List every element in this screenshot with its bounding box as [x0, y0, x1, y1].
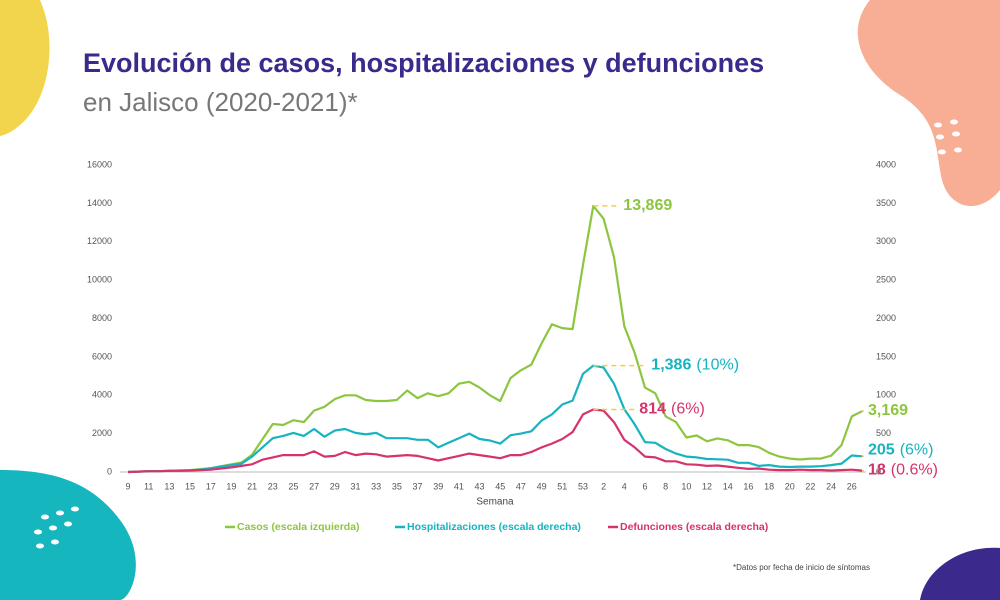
- annotation-value: 1,386: [651, 357, 691, 374]
- annotation-note: (10%): [696, 357, 739, 374]
- x-tick-label: 26: [847, 481, 857, 491]
- decor-blob: [0, 0, 50, 136]
- chart-subtitle: en Jalisco (2020-2021)*: [83, 87, 358, 117]
- y2-tick-label: 3000: [876, 236, 896, 246]
- annotation: 1,386 (10%): [651, 357, 739, 374]
- annotation-value: 13,869: [623, 197, 672, 214]
- x-tick-label: 20: [785, 481, 795, 491]
- x-tick-label: 13: [164, 481, 174, 491]
- x-tick-label: 22: [805, 481, 815, 491]
- annotation: 814 (6%): [639, 401, 704, 418]
- x-tick-label: 33: [371, 481, 381, 491]
- annotation-note: (6%): [671, 401, 705, 418]
- x-tick-label: 18: [764, 481, 774, 491]
- legend-label: Defunciones (escala derecha): [620, 521, 768, 533]
- x-tick-label: 47: [516, 481, 526, 491]
- x-tick-label: 25: [288, 481, 298, 491]
- y-tick-label: 14000: [87, 198, 112, 208]
- decor-dots: [920, 119, 962, 158]
- series-line: [127, 408, 863, 474]
- x-tick-label: 49: [537, 481, 547, 491]
- x-tick-label: 15: [185, 481, 195, 491]
- annotation-note: (0.6%): [891, 462, 938, 479]
- x-tick-label: 37: [413, 481, 423, 491]
- x-tick-label: 21: [247, 481, 257, 491]
- x-tick-label: 27: [309, 481, 319, 491]
- y2-tick-label: 1000: [876, 390, 896, 400]
- x-tick-label: 12: [702, 481, 712, 491]
- y-tick-label: 6000: [92, 351, 112, 361]
- x-tick-label: 8: [663, 481, 668, 491]
- series-line: [127, 204, 863, 474]
- x-tick-label: 11: [144, 481, 153, 491]
- annotation: 3,169: [868, 402, 908, 419]
- x-tick-label: 24: [826, 481, 836, 491]
- y-tick-label: 16000: [87, 159, 112, 169]
- y2-tick-label: 1500: [876, 351, 896, 361]
- x-tick-label: 14: [723, 481, 733, 491]
- y-tick-label: 0: [107, 466, 112, 476]
- annotation-note: (6%): [900, 441, 934, 458]
- x-tick-label: 53: [578, 481, 588, 491]
- x-tick-label: 9: [125, 481, 130, 491]
- x-tick-label: 2: [601, 481, 606, 491]
- footnote: *Datos por fecha de inicio de síntomas: [733, 563, 870, 572]
- y-tick-label: 8000: [92, 313, 112, 323]
- decor-blob: [920, 547, 1000, 600]
- annotation-value: 3,169: [868, 402, 908, 419]
- legend-label: Casos (escala izquierda): [237, 521, 360, 533]
- x-tick-label: 4: [622, 481, 627, 491]
- x-tick-label: 35: [392, 481, 402, 491]
- x-tick-label: 51: [557, 481, 567, 491]
- decor-dots: [34, 506, 79, 549]
- x-tick-label: 45: [495, 481, 505, 491]
- annotation: 13,869: [623, 197, 672, 214]
- y2-tick-label: 500: [876, 428, 891, 438]
- x-tick-label: 19: [226, 481, 236, 491]
- x-tick-label: 23: [268, 481, 278, 491]
- x-tick-label: 31: [350, 481, 360, 491]
- decor-blob: [857, 0, 1000, 207]
- decor-blob: [0, 470, 136, 600]
- annotation-value: 205: [868, 441, 895, 458]
- y-tick-label: 12000: [87, 236, 112, 246]
- y-tick-label: 4000: [92, 390, 112, 400]
- x-tick-label: 16: [743, 481, 753, 491]
- y2-tick-label: 0: [876, 466, 881, 476]
- y-tick-label: 10000: [87, 275, 112, 285]
- x-tick-label: 41: [454, 481, 464, 491]
- chart-title: Evolución de casos, hospitalizaciones y …: [83, 48, 764, 78]
- legend-label: Hospitalizaciones (escala derecha): [407, 521, 581, 533]
- y2-tick-label: 2000: [876, 313, 896, 323]
- x-tick-label: 39: [433, 481, 443, 491]
- x-tick-label: 17: [206, 481, 216, 491]
- annotation-value: 814: [639, 401, 666, 418]
- annotation: 205 (6%): [868, 441, 933, 458]
- x-tick-label: 6: [642, 481, 647, 491]
- annotation: 18 (0.6%): [868, 462, 938, 479]
- x-tick-label: 43: [475, 481, 485, 491]
- y2-tick-label: 4000: [876, 159, 896, 169]
- x-axis-label: Semana: [476, 497, 514, 508]
- y-tick-label: 2000: [92, 428, 112, 438]
- series-line: [127, 364, 863, 474]
- x-tick-label: 29: [330, 481, 340, 491]
- y2-tick-label: 3500: [876, 198, 896, 208]
- annotation-value: 18: [868, 462, 886, 479]
- x-tick-label: 10: [681, 481, 691, 491]
- y2-tick-label: 2500: [876, 275, 896, 285]
